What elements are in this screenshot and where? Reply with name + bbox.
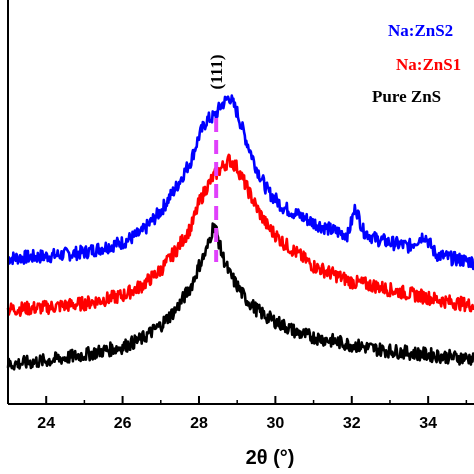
x-tick-label-28: 28 bbox=[190, 415, 208, 432]
legend-entry-2: Pure ZnS bbox=[372, 87, 441, 106]
legend-layer: Na:ZnS2 Na:ZnS1 Pure ZnS bbox=[372, 21, 461, 106]
series-line-1 bbox=[6, 153, 474, 317]
x-tick-label-26: 26 bbox=[114, 415, 132, 432]
x-tick-label-24: 24 bbox=[37, 415, 55, 432]
annotation-layer: (111) bbox=[207, 55, 226, 262]
series-line-2 bbox=[6, 222, 474, 371]
series-line-0 bbox=[6, 94, 474, 271]
x-tick-label-32: 32 bbox=[343, 415, 361, 432]
series-layer bbox=[6, 94, 474, 371]
legend-entry-1: Na:ZnS1 bbox=[396, 55, 461, 74]
x-axis-title: 2θ (°) bbox=[246, 447, 295, 469]
x-tick-label-30: 30 bbox=[266, 415, 284, 432]
peak-label: (111) bbox=[207, 55, 226, 90]
legend-entry-0: Na:ZnS2 bbox=[388, 21, 453, 40]
x-tick-label-34: 34 bbox=[419, 415, 437, 432]
axes-layer: 24 26 28 30 32 34 bbox=[7, 0, 474, 432]
